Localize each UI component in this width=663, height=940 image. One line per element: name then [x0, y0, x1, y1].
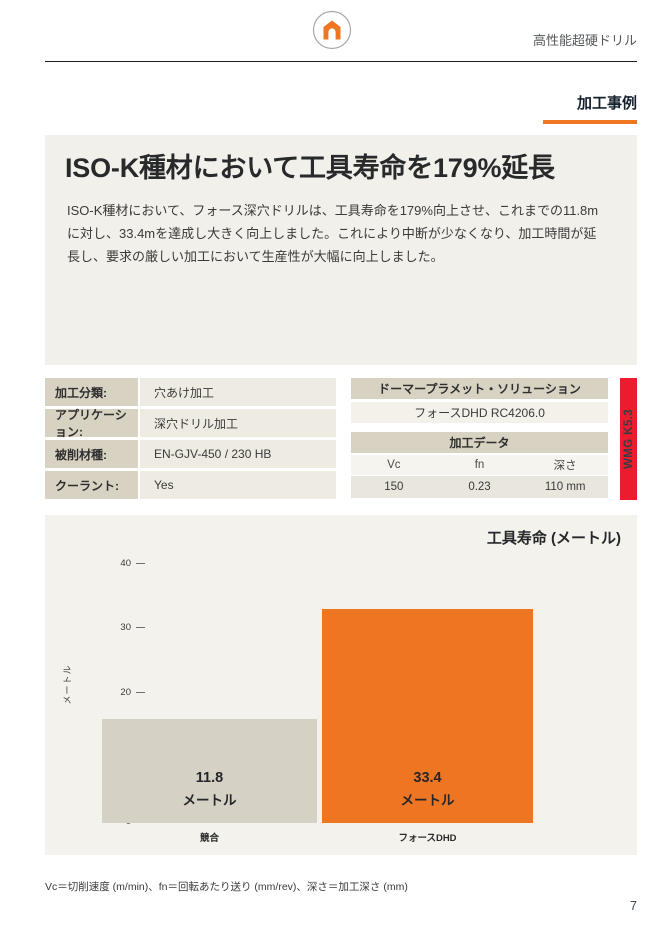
cutting-data-values: 150 0.23 110 mm: [351, 476, 609, 498]
grade-tab: WMG K5.3: [620, 378, 637, 500]
y-axis-tick: 40: [70, 558, 145, 569]
column-header: Vc: [351, 455, 437, 475]
bar-unit: メートル: [182, 793, 237, 808]
y-axis-tick: 30: [70, 622, 145, 633]
page-title: ISO-K種材において工具寿命を179%延長: [65, 153, 555, 183]
header-rule: [45, 61, 637, 62]
tick-label: 20: [120, 687, 131, 698]
row-value: 穴あけ加工: [140, 378, 336, 406]
row-label: 加工分類:: [45, 378, 138, 406]
page-number: 7: [630, 899, 637, 913]
row-value: EN-GJV-450 / 230 HB: [140, 440, 336, 468]
details-table: 加工分類: 穴あけ加工 アプリケーション: 深穴ドリル加工 被削材種: EN-G…: [45, 378, 336, 499]
row-label: クーラント:: [45, 471, 138, 499]
solution-product: フォースDHD RC4206.0: [351, 402, 608, 423]
house-icon: [312, 10, 351, 50]
table-row: クーラント: Yes: [45, 471, 336, 499]
bar-competitor: 11.8 メートル: [102, 719, 317, 823]
row-label: アプリケーション:: [45, 408, 138, 439]
bar-force-dhd: 33.4 メートル: [322, 609, 533, 823]
chart-title: 工具寿命 (メートル): [486, 530, 621, 547]
bar-label: 11.8 メートル: [102, 770, 317, 809]
cutting-data-header: 加工データ: [351, 432, 608, 453]
section-underline: [543, 120, 637, 124]
header-product-line: 高性能超硬ドリル: [532, 33, 637, 48]
y-axis-tick: 20: [70, 687, 145, 698]
cutting-data-columns: Vc fn 深さ: [351, 455, 609, 475]
table-row: 被削材種: EN-GJV-450 / 230 HB: [45, 440, 336, 468]
brand-logo: [312, 10, 352, 55]
y-axis-label: メートル: [47, 664, 73, 704]
row-label: 被削材種:: [45, 440, 138, 468]
tick-dash: [136, 627, 145, 628]
hero-block: ISO-K種材において工具寿命を179%延長 ISO-K種材において、フォース深…: [45, 135, 637, 365]
bar-value: 11.8: [195, 770, 224, 786]
tool-life-chart: 工具寿命 (メートル) 40 30 20 10 0 メートル 11.8 メートル…: [45, 515, 637, 855]
table-row: アプリケーション: 深穴ドリル加工: [45, 408, 336, 439]
y-axis-label-text: メートル: [62, 664, 73, 705]
section-label-block: 加工事例: [543, 92, 637, 124]
category-label-competitor: 競合: [199, 833, 219, 844]
bar-unit: メートル: [400, 793, 455, 808]
cell-value: 150: [351, 476, 437, 498]
tick-dash: [136, 563, 145, 564]
solution-header: ドーマープラメット・ソリューション: [351, 378, 608, 399]
tick-dash: [136, 692, 145, 693]
column-header: 深さ: [522, 455, 609, 475]
row-value: Yes: [140, 471, 336, 499]
spacer: [351, 423, 608, 432]
bar-label: 33.4 メートル: [322, 770, 533, 809]
table-row: 加工分類: 穴あけ加工: [45, 378, 336, 406]
grade-tab-label: WMG K5.3: [622, 408, 635, 470]
cell-value: 0.23: [436, 476, 523, 498]
tick-label: 40: [120, 558, 131, 569]
row-value: 深穴ドリル加工: [140, 409, 336, 437]
column-header: fn: [436, 455, 523, 475]
section-label: 加工事例: [576, 95, 637, 112]
bar-value: 33.4: [413, 770, 442, 786]
footnote: Vc＝切削速度 (m/min)、fn＝回転あたり送り (mm/rev)、深さ＝加…: [45, 881, 408, 893]
category-label-force-dhd: フォースDHD: [398, 833, 457, 844]
solution-tables: ドーマープラメット・ソリューション フォースDHD RC4206.0 加工データ…: [351, 378, 609, 498]
cell-value: 110 mm: [522, 476, 609, 498]
hero-body-text: ISO-K種材において、フォース深穴ドリルは、工具寿命を179%向上させ、これま…: [67, 202, 599, 264]
tick-label: 30: [120, 622, 131, 633]
info-section: 加工分類: 穴あけ加工 アプリケーション: 深穴ドリル加工 被削材種: EN-G…: [45, 378, 637, 500]
